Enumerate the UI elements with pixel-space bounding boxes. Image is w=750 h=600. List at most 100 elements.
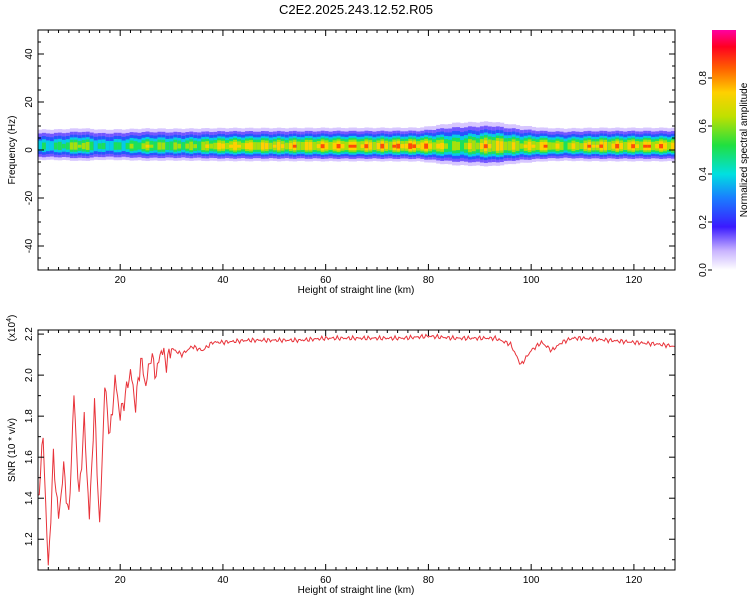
heatmap-cell: [133, 141, 138, 151]
heatmap-cell: [221, 143, 226, 149]
heatmap-cell: [57, 141, 63, 151]
heatmap-cell: [113, 142, 119, 150]
y-tick-label: 40: [24, 48, 35, 60]
heatmap-cell: [595, 144, 600, 148]
heatmap-cell: [460, 140, 465, 152]
heatmap-cell: [89, 141, 95, 151]
heatmap-cell: [272, 144, 278, 148]
heatmap-cell: [615, 143, 620, 149]
heatmap-cell: [479, 143, 485, 150]
colorbar-tick-label: 0.8: [698, 71, 709, 85]
x-tick-label: 20: [115, 275, 127, 286]
heatmap-cell: [268, 142, 274, 150]
heatmap-cell: [217, 142, 222, 150]
heatmap-cell: [396, 143, 401, 149]
heatmap-cell: [523, 144, 529, 148]
heatmap-cell: [575, 141, 580, 150]
colorbar-tick-label: 0.6: [698, 119, 709, 133]
heatmap-cell: [563, 141, 568, 151]
heatmap-cell: [141, 143, 146, 149]
x-tick-label: 60: [320, 275, 332, 286]
heatmap-cell: [627, 142, 632, 150]
heatmap-cell: [61, 143, 67, 149]
heatmap-cell: [256, 142, 262, 150]
heatmap-cell: [53, 142, 59, 150]
heatmap-cell: [213, 142, 218, 150]
heatmap-cell: [412, 144, 417, 149]
heatmap-cell: [252, 142, 258, 150]
heatmap-cell: [125, 142, 130, 150]
heatmap-cell: [611, 143, 616, 149]
snr-y-axis-label: SNR (10 * v/v): [7, 418, 18, 482]
heatmap-cell: [300, 141, 306, 150]
heatmap-cell: [49, 141, 55, 151]
heatmap-cell: [527, 141, 533, 151]
heatmap-cell: [444, 143, 449, 149]
heatmap-cell: [483, 144, 489, 149]
heatmap-cell: [296, 141, 302, 151]
heatmap-cell: [209, 143, 214, 149]
heatmap-cell: [157, 142, 162, 150]
heatmap-cell: [463, 142, 469, 150]
heatmap-cell: [245, 143, 250, 149]
heatmap-cell: [165, 141, 170, 150]
heatmap-cell: [101, 142, 107, 150]
heatmap-cell: [400, 144, 405, 149]
colorbar: [712, 30, 736, 270]
heatmap-cell: [348, 144, 353, 148]
heatmap-cell: [519, 143, 525, 149]
heatmap-cell: [555, 143, 560, 149]
heatmap-cell: [292, 144, 298, 148]
heatmap-cell: [320, 144, 326, 149]
heatmap-cell: [579, 143, 584, 149]
heatmap-cell: [635, 144, 640, 149]
heatmap-cell: [181, 142, 186, 150]
heatmap-cell: [388, 141, 393, 151]
heatmap-cell: [280, 144, 286, 149]
heatmap-axes: 20 40 60 80 100 120 -40 -20 0 20 40: [24, 29, 676, 286]
heatmap-cell: [571, 143, 576, 149]
heatmap-cell: [499, 141, 505, 151]
heatmap-cell: [69, 142, 75, 150]
heatmap-cell: [284, 142, 290, 150]
heatmap-cell: [316, 144, 322, 149]
y-tick-label: -20: [24, 190, 35, 205]
heatmap-cell: [249, 142, 254, 150]
heatmap-cell: [599, 144, 604, 148]
heatmap-cell: [380, 143, 385, 149]
colorbar-label: Normalized spectral amplitude: [739, 82, 750, 217]
x-tick-label: 120: [626, 275, 643, 286]
snr-axes: 20 40 60 80 100 120 1.2 1.4 1.6 1.8 2.0 2.2: [24, 327, 676, 586]
heatmap-cell: [73, 142, 79, 150]
heatmap-cell: [491, 140, 497, 152]
heatmap-cell: [197, 141, 202, 151]
heatmap-cell: [276, 142, 282, 150]
heatmap-cell: [288, 143, 294, 150]
heatmap-cell: [467, 143, 473, 150]
y-tick-label: -40: [24, 238, 35, 253]
heatmap-cell: [241, 142, 246, 150]
heatmap-cell: [667, 141, 672, 150]
heatmap-cell: [356, 141, 361, 151]
heatmap-cell: [93, 140, 99, 152]
heatmap-cell: [651, 141, 656, 151]
heatmap-cell: [639, 141, 644, 151]
heatmap-cell: [507, 141, 513, 151]
heatmap-cell: [583, 143, 588, 150]
heatmap-cell: [567, 142, 572, 150]
heatmap-cell: [137, 142, 142, 150]
heatmap-cell: [81, 142, 87, 150]
heatmap-cell: [531, 144, 537, 148]
heatmap-cell: [189, 141, 194, 151]
heatmap-cell: [551, 142, 556, 150]
x-tick-label: 120: [626, 575, 643, 586]
heatmap-cell: [420, 142, 425, 150]
heatmap-cell: [41, 142, 47, 150]
heatmap-cell: [623, 141, 628, 150]
heatmap-cell: [177, 143, 182, 149]
heatmap-cell: [233, 142, 238, 150]
heatmap-cell: [432, 142, 437, 150]
heatmap-cell: [225, 142, 230, 150]
snr-x-axis-label: Height of straight line (km): [298, 585, 415, 596]
colorbar-tick-label: 0.2: [698, 215, 709, 229]
